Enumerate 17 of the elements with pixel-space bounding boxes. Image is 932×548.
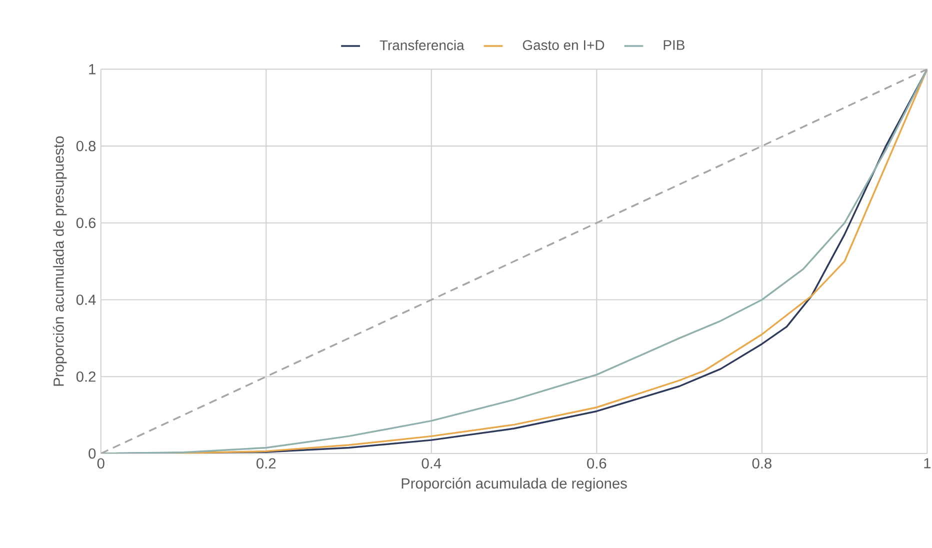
- legend-label: Transferencia: [380, 40, 464, 50]
- x-tick-label: 0.8: [752, 458, 772, 469]
- x-tick-label: 0: [97, 458, 104, 469]
- y-tick-label: 0.8: [76, 141, 96, 152]
- y-tick-label: 0.2: [76, 372, 96, 382]
- legend-label: PIB: [664, 40, 684, 50]
- legend-label: Gasto en I+D: [522, 40, 604, 50]
- y-tick-label: 1: [89, 64, 96, 74]
- x-tick-label: 0.6: [587, 458, 606, 469]
- x-tick-label: 0.2: [256, 458, 276, 469]
- y-tick-label: 0.4: [76, 294, 96, 306]
- x-axis-title: Proporción acumulada de regiones: [402, 478, 627, 492]
- x-tick-label: 0.4: [422, 458, 442, 469]
- y-axis-title: Proporción acumulada de presupuesto: [52, 136, 67, 386]
- y-tick-label: 0: [88, 448, 96, 459]
- x-tick-label: 1: [924, 458, 931, 468]
- y-tick-label: 0.6: [76, 218, 96, 228]
